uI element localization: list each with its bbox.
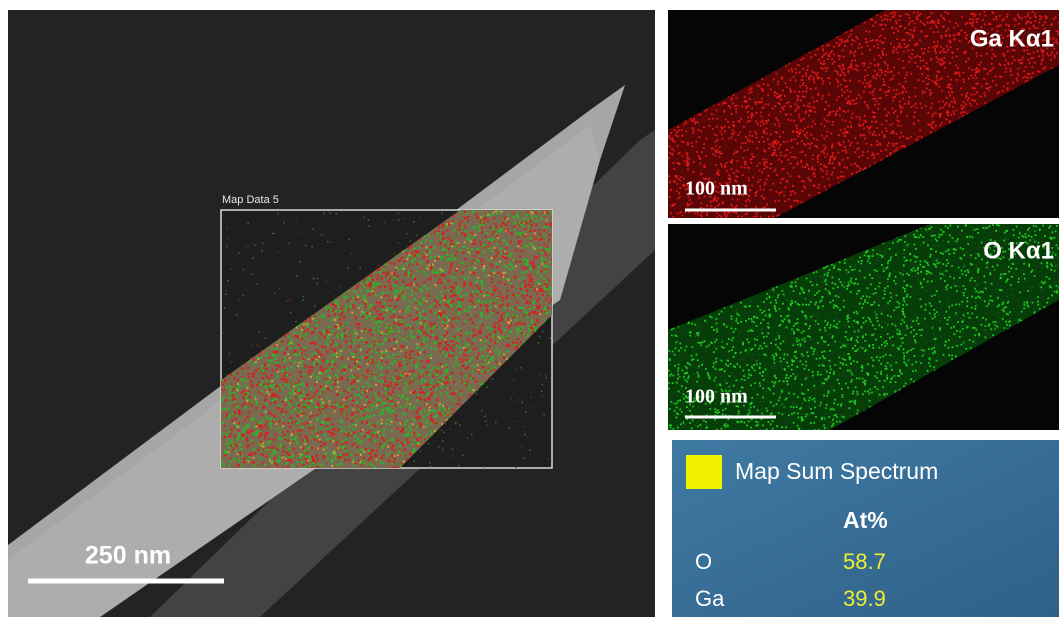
- o-scale-label: 100 nm: [685, 386, 748, 408]
- spectrum-title: Map Sum Spectrum: [735, 458, 938, 484]
- element-name: Ga: [695, 586, 725, 611]
- ga-label: Ga Kα1: [970, 25, 1054, 52]
- map-label: Map Data 5: [222, 194, 279, 206]
- o-label: O Kα1: [983, 237, 1054, 264]
- element-name: O: [695, 549, 712, 574]
- column-header: At%: [843, 507, 888, 533]
- ga-scale-label: 100 nm: [685, 178, 748, 200]
- legend-swatch: [686, 455, 722, 489]
- at-percent: 39.9: [843, 586, 886, 611]
- at-percent: 58.7: [843, 549, 886, 574]
- figure: Map Data 5 250 nm Ga Kα1 100 nm O Kα1 10…: [0, 0, 1059, 617]
- scale-bar-label: 250 nm: [85, 542, 171, 570]
